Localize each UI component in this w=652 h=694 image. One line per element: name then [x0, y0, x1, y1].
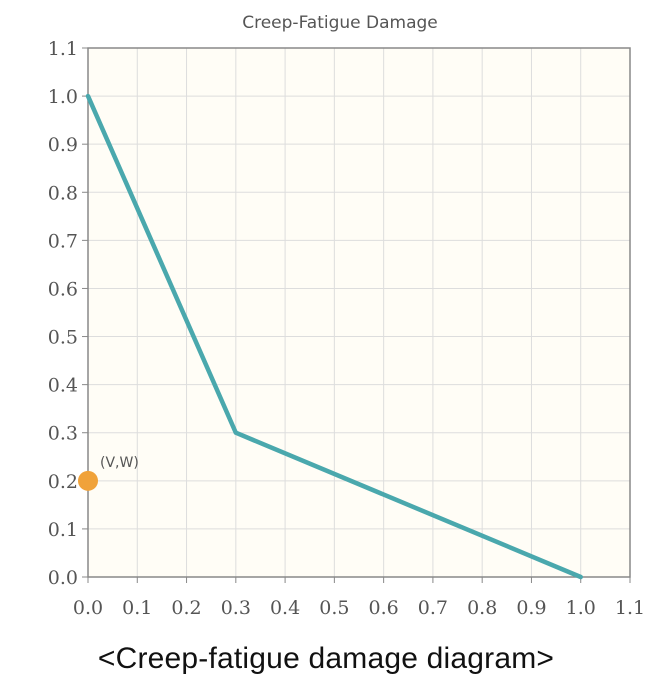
series-line — [85, 93, 583, 580]
tick-labels: 0.0 0.1 0.2 0.3 0.4 0.5 0.6 0.7 0.8 0.9 1.0 1.1 0.0 0… — [48, 38, 645, 619]
x-tick-label: 0.5 — [319, 597, 349, 619]
x-tick-label: 0.3 — [221, 597, 251, 619]
figure-caption: <Creep-fatigue damage diagram> — [97, 642, 555, 675]
series — [85, 93, 583, 580]
x-tick-label: 0.9 — [516, 597, 546, 619]
plot-border — [87, 47, 631, 578]
y-tick-label: 0.1 — [48, 519, 78, 541]
y-tick-label: 0.7 — [48, 230, 78, 252]
x-tick-label: 1.1 — [615, 597, 645, 619]
y-tick-label: 0.3 — [48, 423, 78, 445]
data-point-label: (V,W) — [100, 455, 139, 471]
x-tick-label: 0.1 — [122, 597, 152, 619]
plot-background — [88, 48, 630, 577]
data-point — [78, 470, 98, 491]
y-tick-label: 0.4 — [48, 375, 78, 397]
x-tick-label: 0.2 — [171, 597, 201, 619]
y-tick-label: 0.8 — [48, 182, 78, 204]
y-tick-label: 0.5 — [48, 327, 78, 349]
x-tick-label: 1.0 — [566, 597, 596, 619]
y-tick-label: 1.1 — [48, 38, 78, 60]
y-tick-label: 0.9 — [48, 134, 78, 156]
y-tick-label: 0.6 — [48, 278, 78, 300]
x-tick-label: 0.7 — [418, 597, 448, 619]
x-tick-label: 0.4 — [270, 597, 300, 619]
points: (V,W) — [78, 455, 139, 491]
chart-title: Creep-Fatigue Damage — [242, 13, 438, 33]
y-tick-label: 0.2 — [48, 471, 78, 493]
x-tick-label: 0.8 — [467, 597, 497, 619]
y-tick-label: 1.0 — [48, 86, 78, 108]
x-tick-label: 0.6 — [369, 597, 399, 619]
y-tick-label: 0.0 — [48, 567, 78, 589]
x-tick-label: 0.0 — [73, 597, 103, 619]
